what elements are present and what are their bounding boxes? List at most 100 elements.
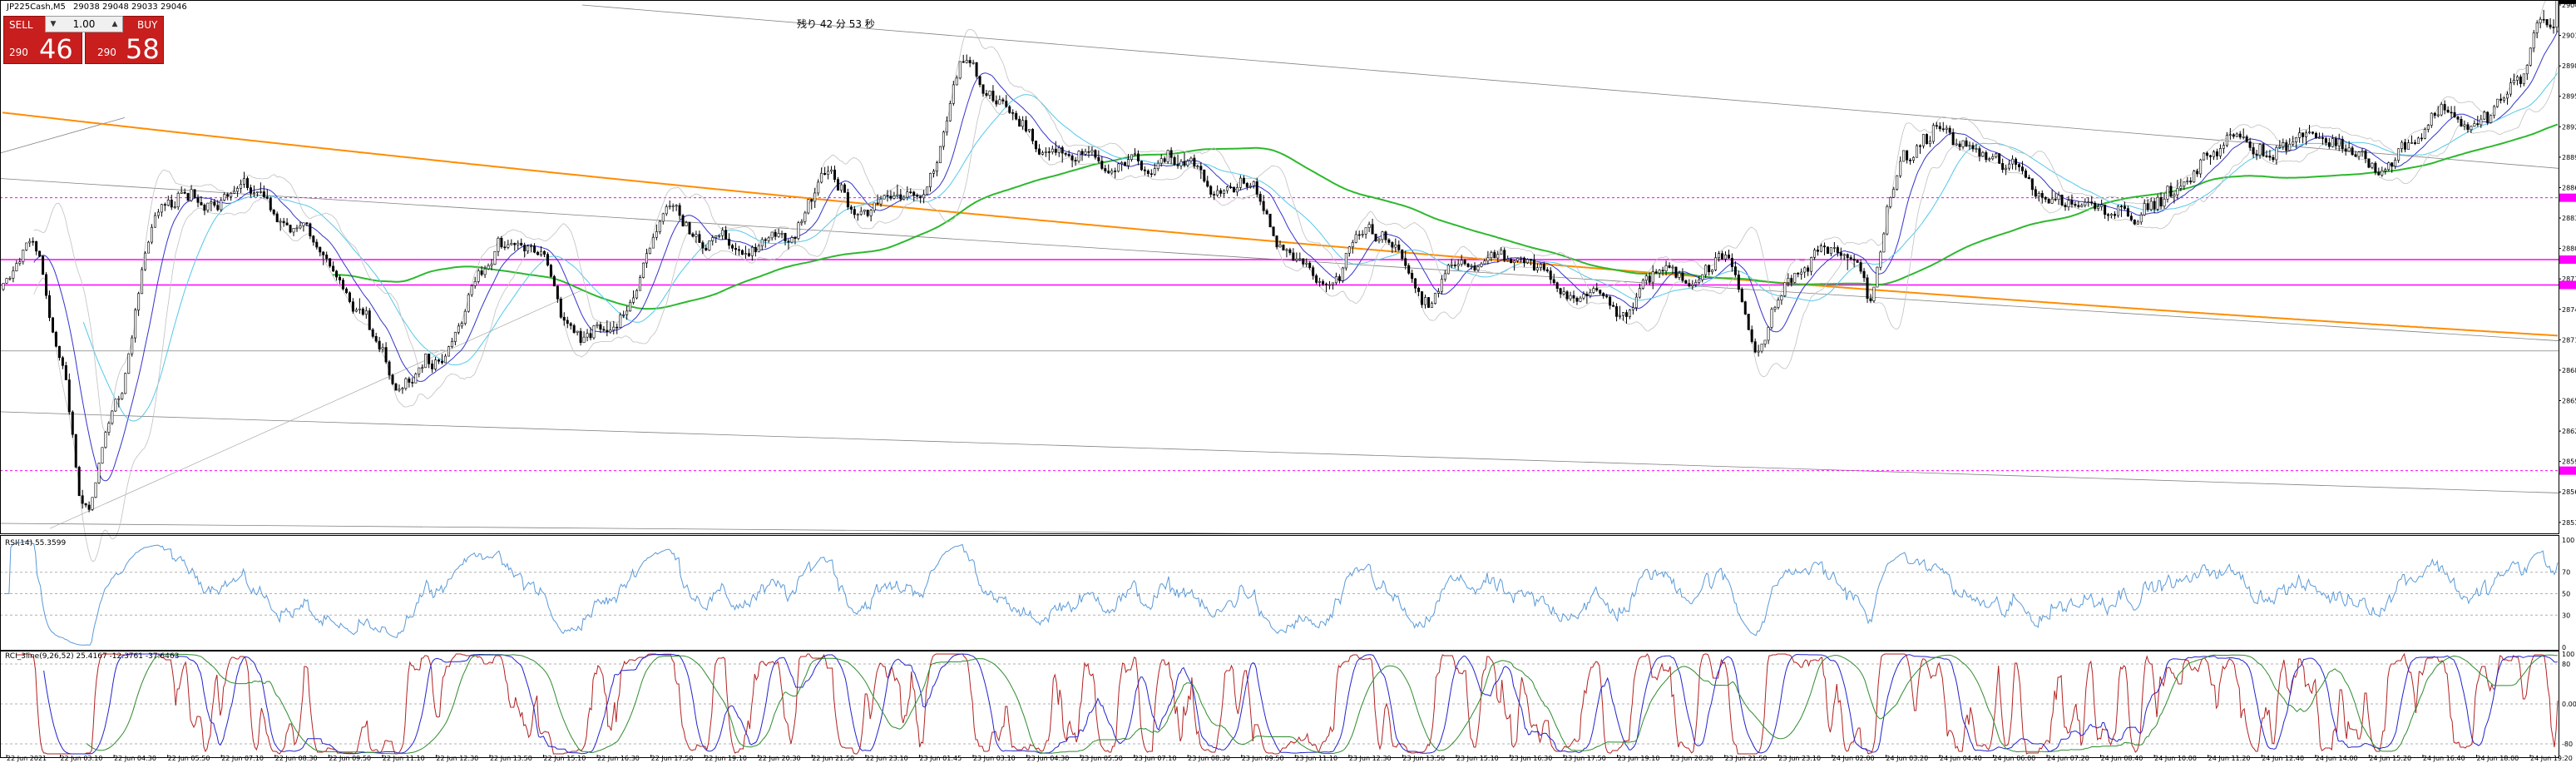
candle-body[interactable] xyxy=(1572,295,1575,299)
candle-body[interactable] xyxy=(2275,147,2278,161)
candle-body[interactable] xyxy=(473,281,477,286)
candle-body[interactable] xyxy=(64,365,67,380)
candle-body[interactable] xyxy=(1186,161,1189,166)
candle-body[interactable] xyxy=(186,193,190,201)
candle-body[interactable] xyxy=(1057,147,1061,153)
candle-body[interactable] xyxy=(1206,181,1209,187)
candle-body[interactable] xyxy=(1651,271,1654,283)
candle-body[interactable] xyxy=(408,378,411,383)
candle-body[interactable] xyxy=(1513,260,1516,264)
candle-body[interactable] xyxy=(985,93,988,96)
candle-body[interactable] xyxy=(18,261,22,264)
candle-body[interactable] xyxy=(981,84,985,94)
candle-body[interactable] xyxy=(2119,206,2123,208)
candle-body[interactable] xyxy=(213,201,216,206)
candle-body[interactable] xyxy=(2476,123,2480,126)
candle-body[interactable] xyxy=(1344,252,1347,269)
candle-body[interactable] xyxy=(1397,244,1401,250)
trend-line-3[interactable] xyxy=(0,523,1248,534)
candle-body[interactable] xyxy=(15,263,18,271)
candle-body[interactable] xyxy=(1787,278,1790,284)
candle-body[interactable] xyxy=(2384,169,2387,171)
candle-body[interactable] xyxy=(945,120,948,133)
candle-body[interactable] xyxy=(2456,116,2460,120)
candle-body[interactable] xyxy=(2262,144,2265,156)
candle-body[interactable] xyxy=(665,206,668,215)
candle-body[interactable] xyxy=(2416,137,2420,144)
candle-body[interactable] xyxy=(160,204,163,213)
candle-body[interactable] xyxy=(2450,111,2453,114)
candle-body[interactable] xyxy=(1054,148,1057,153)
candle-body[interactable] xyxy=(1143,169,1146,171)
candle-body[interactable] xyxy=(1998,153,2001,164)
candle-body[interactable] xyxy=(107,423,111,433)
candle-body[interactable] xyxy=(2169,186,2173,197)
candle-body[interactable] xyxy=(1067,154,1070,156)
candle-body[interactable] xyxy=(1925,134,1928,145)
candle-body[interactable] xyxy=(542,250,546,255)
candle-body[interactable] xyxy=(1612,305,1615,307)
candle-body[interactable] xyxy=(1869,298,1872,301)
candle-body[interactable] xyxy=(1275,235,1278,248)
candle-body[interactable] xyxy=(1664,265,1668,272)
candle-body[interactable] xyxy=(1426,297,1430,308)
candle-body[interactable] xyxy=(2215,151,2218,156)
candle-body[interactable] xyxy=(2245,136,2248,142)
candle-body[interactable] xyxy=(1991,156,1995,160)
candle-body[interactable] xyxy=(114,399,117,412)
candle-body[interactable] xyxy=(1084,151,1087,155)
candle-body[interactable] xyxy=(589,333,592,339)
candle-body[interactable] xyxy=(1803,267,1807,273)
candle-body[interactable] xyxy=(1678,272,1681,278)
candle-body[interactable] xyxy=(2351,147,2354,156)
candle-body[interactable] xyxy=(1153,168,1156,175)
candle-body[interactable] xyxy=(1117,163,1120,172)
lot-increase-icon[interactable]: ▲ xyxy=(111,20,118,28)
candle-body[interactable] xyxy=(612,326,616,331)
candle-body[interactable] xyxy=(1120,162,1124,165)
candle-body[interactable] xyxy=(2486,111,2489,123)
candle-body[interactable] xyxy=(919,196,922,199)
candle-body[interactable] xyxy=(364,310,368,315)
candle-body[interactable] xyxy=(2483,111,2486,120)
candle-body[interactable] xyxy=(2206,152,2209,156)
candle-body[interactable] xyxy=(2107,214,2110,216)
candle-body[interactable] xyxy=(1585,294,1589,296)
candle-body[interactable] xyxy=(1958,143,1961,147)
candle-body[interactable] xyxy=(1015,112,1018,120)
candle-body[interactable] xyxy=(1714,257,1718,270)
candle-body[interactable] xyxy=(926,186,929,196)
candle-body[interactable] xyxy=(2050,198,2054,204)
candle-body[interactable] xyxy=(932,171,936,174)
candle-body[interactable] xyxy=(691,233,695,237)
candle-body[interactable] xyxy=(952,84,955,104)
candle-body[interactable] xyxy=(2436,114,2440,116)
candle-body[interactable] xyxy=(863,210,866,212)
candle-body[interactable] xyxy=(81,495,84,504)
candle-body[interactable] xyxy=(2443,104,2446,111)
candle-body[interactable] xyxy=(176,193,180,208)
candle-body[interactable] xyxy=(2129,216,2133,220)
candle-body[interactable] xyxy=(2470,126,2473,131)
candle-body[interactable] xyxy=(28,240,32,244)
candle-body[interactable] xyxy=(147,241,151,254)
candle-body[interactable] xyxy=(2139,214,2143,223)
candle-body[interactable] xyxy=(1849,257,1852,260)
candle-body[interactable] xyxy=(1219,190,1223,194)
candle-body[interactable] xyxy=(404,378,408,389)
candle-body[interactable] xyxy=(1945,127,1948,130)
candle-body[interactable] xyxy=(351,301,354,312)
candle-body[interactable] xyxy=(1579,297,1582,302)
candle-body[interactable] xyxy=(599,324,602,330)
candle-body[interactable] xyxy=(513,243,517,245)
candle-body[interactable] xyxy=(938,146,942,163)
candle-body[interactable] xyxy=(342,280,345,290)
candle-body[interactable] xyxy=(2255,153,2258,156)
candle-body[interactable] xyxy=(2404,141,2407,150)
candle-body[interactable] xyxy=(559,299,562,318)
candle-body[interactable] xyxy=(1031,129,1035,141)
candle-body[interactable] xyxy=(1252,181,1255,186)
candle-body[interactable] xyxy=(1955,143,1958,146)
candle-body[interactable] xyxy=(1896,175,1899,190)
